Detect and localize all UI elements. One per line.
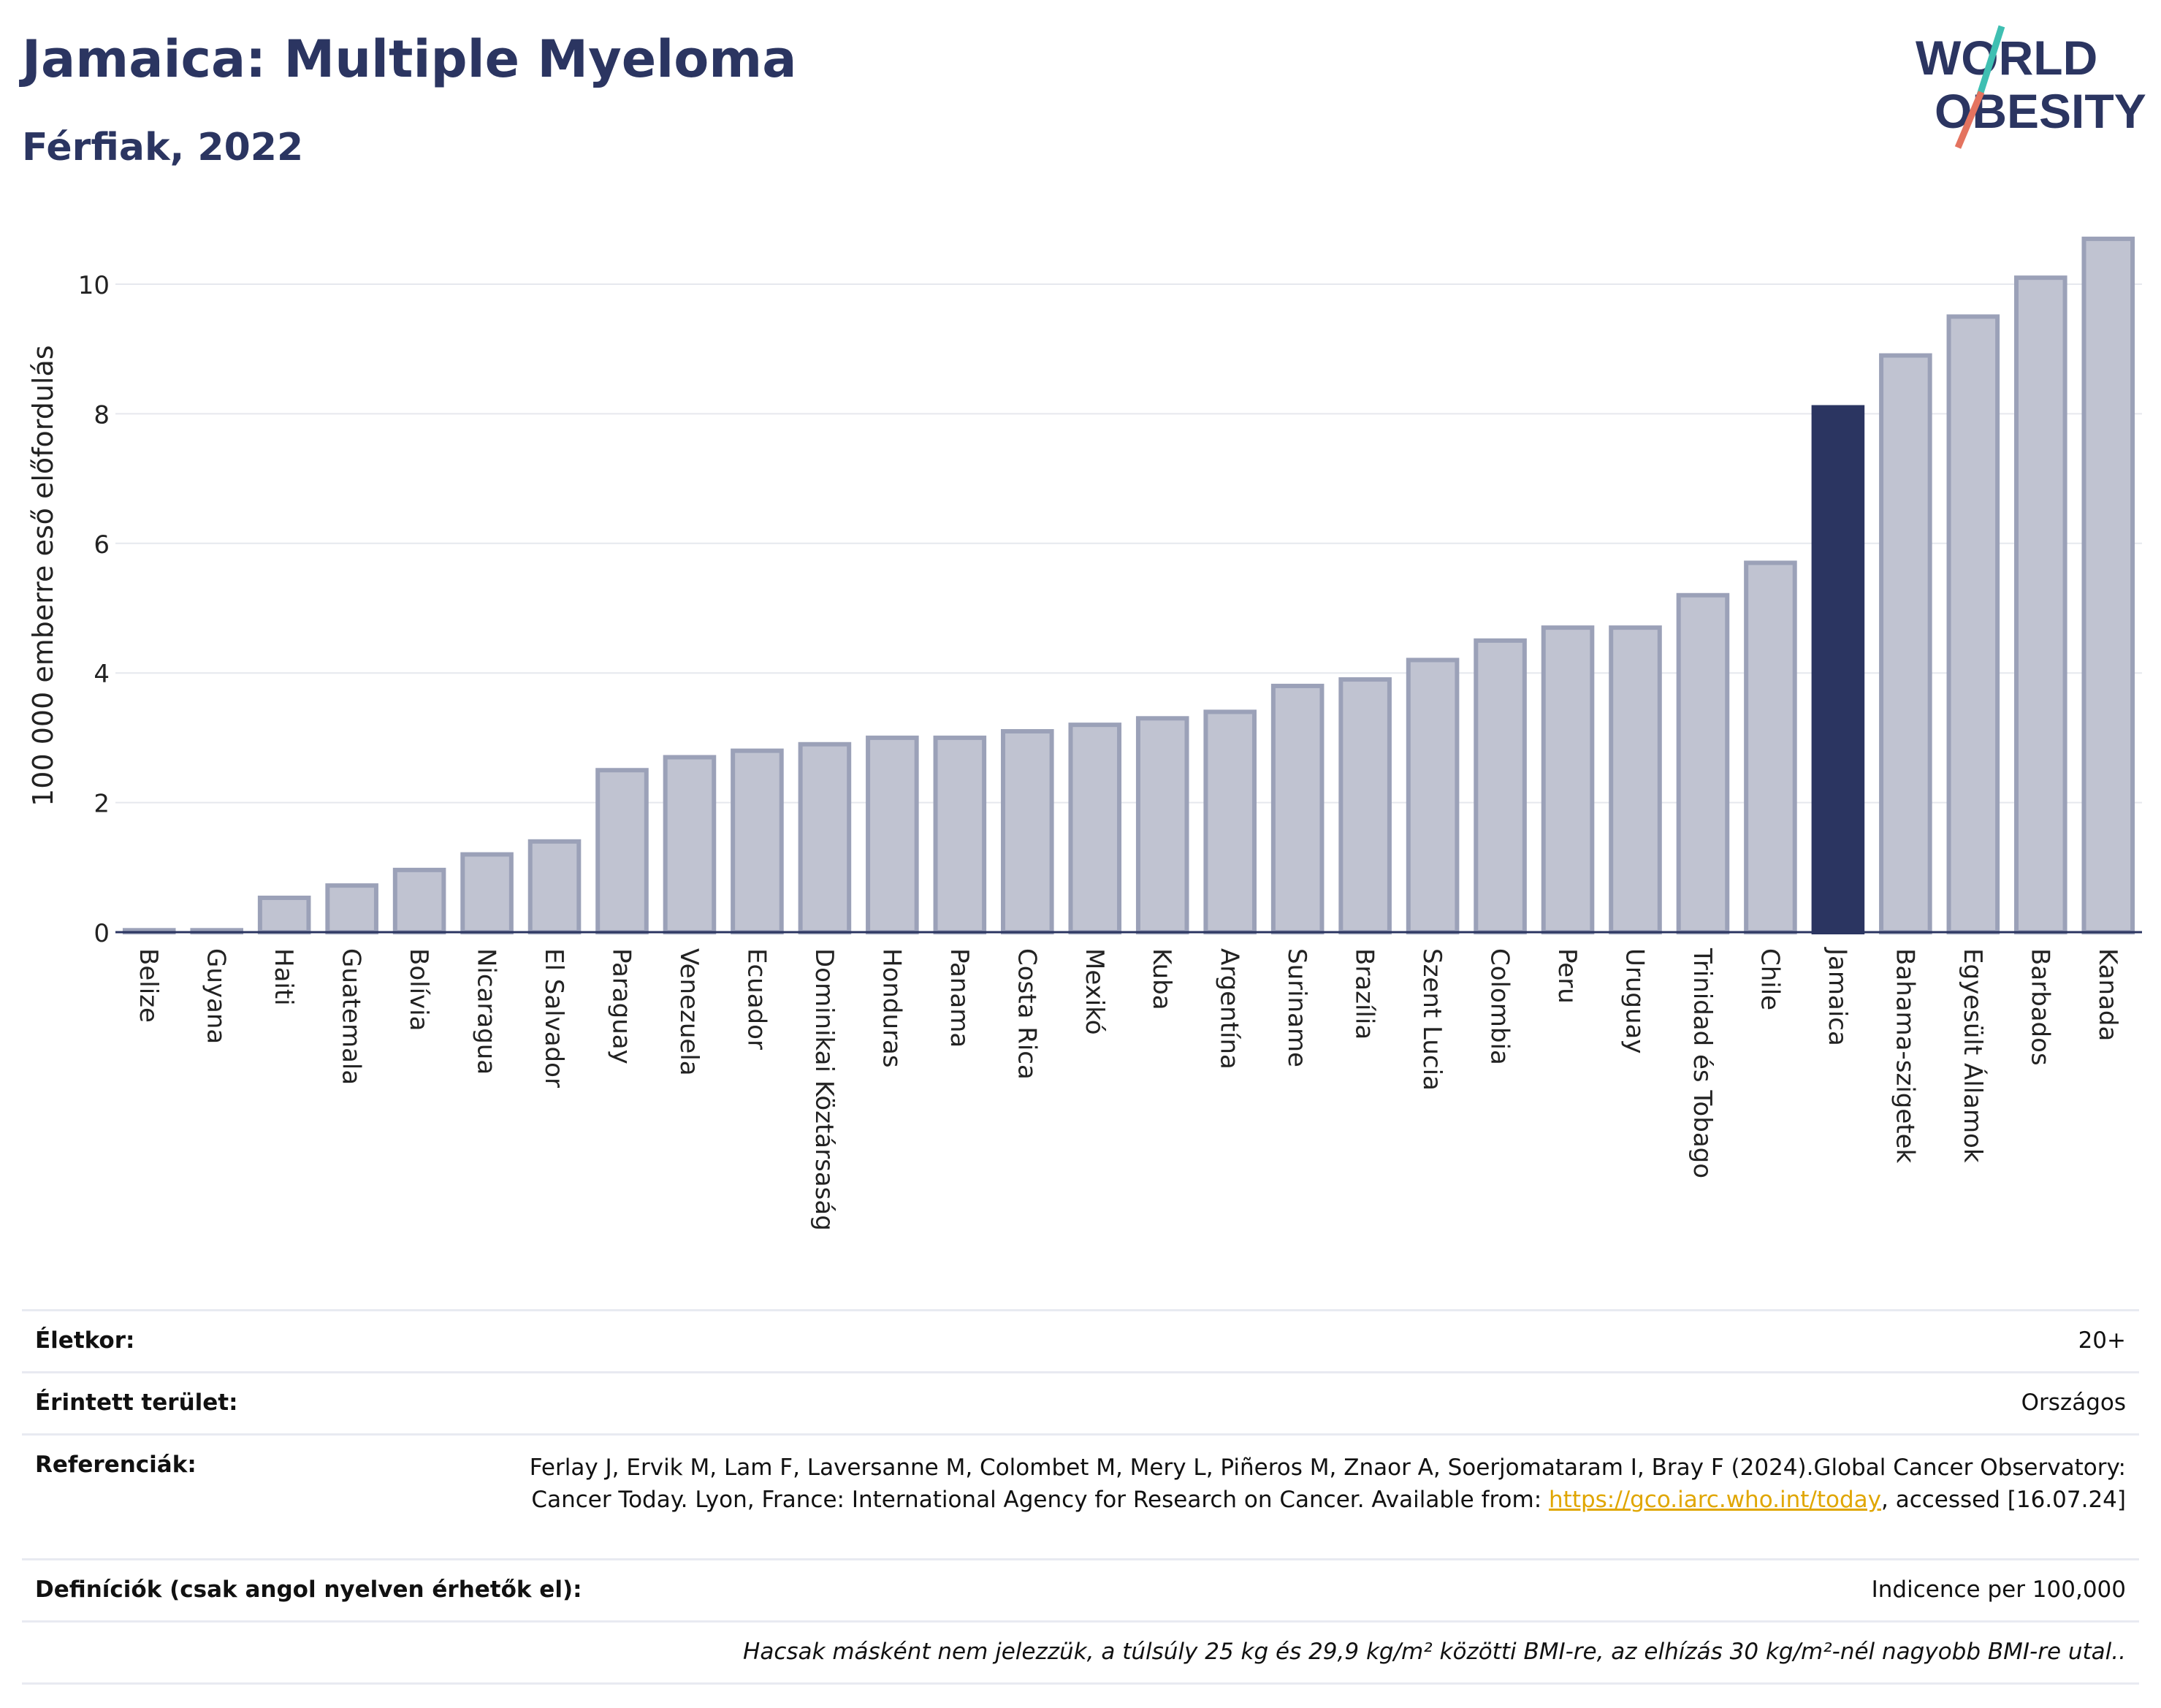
x-tick-label: Haiti (269, 948, 298, 1006)
x-tick-label: Suriname (1282, 948, 1311, 1067)
bar-paraguay (595, 768, 649, 934)
bar-honduras (866, 735, 919, 935)
y-tick-label: 4 (94, 660, 110, 689)
references-link[interactable]: https://gco.iarc.who.int/today (1549, 1487, 1881, 1513)
world-obesity-logo: WORLD OBESITY (1916, 25, 2146, 149)
bar-argentína (1203, 709, 1257, 934)
x-tick-label: Paraguay (607, 948, 636, 1064)
bar-guatemala (325, 883, 378, 934)
x-tick-label: Barbados (2025, 948, 2054, 1066)
references-accessed: , accessed [16.07.24] (1880, 1487, 2126, 1513)
y-tick-label: 10 (78, 271, 110, 300)
references-label: Referenciák: (35, 1452, 197, 1478)
x-tick-label: Guyana (202, 948, 231, 1044)
info-row-definitions: Definíciók (csak angol nyelven érhetők e… (22, 1558, 2139, 1620)
x-tick-label: Argentína (1215, 948, 1244, 1070)
bar-panama (933, 735, 987, 935)
bar-venezuela (663, 755, 717, 935)
bar-brazília (1338, 677, 1392, 934)
bar-kanada (2081, 236, 2135, 935)
info-row-age: Életkor: 20+ (22, 1309, 2139, 1371)
y-tick-labels: 0 2 4 6 8 10 (78, 271, 110, 948)
x-tick-label: Peru (1552, 948, 1582, 1004)
x-tick-label: Szent Lucia (1417, 948, 1447, 1091)
x-tick-label: Dominikai Köztársaság (809, 948, 839, 1231)
bar-dominikai-köztársaság (798, 741, 852, 935)
chart-subtitle: Férfiak, 2022 (22, 126, 304, 169)
y-axis-label: 100 000 emberre eső előfordulás (27, 345, 59, 806)
logo-line1: WORLD (1916, 31, 2097, 85)
x-tick-label: Bahama-szigetek (1890, 948, 1919, 1164)
x-tick-label: Guatemala (337, 948, 366, 1085)
footnote: Hacsak másként nem jelezzük, a túlsúly 2… (743, 1639, 2126, 1665)
bar-peru (1541, 625, 1595, 934)
bar-barbados (2014, 275, 2067, 934)
bar-el-salvador (527, 839, 582, 934)
bars (122, 236, 2135, 935)
x-tick-label: Ecuador (742, 948, 771, 1050)
references-text: Ferlay J, Ervik M, Lam F, Laversanne M, … (529, 1455, 2126, 1513)
x-tick-label: Nicaragua (472, 948, 501, 1075)
bar-colombia (1474, 638, 1527, 934)
bar-bahama-szigetek (1879, 353, 1932, 934)
x-tick-label: Venezuela (674, 948, 704, 1076)
x-tick-label: Colombia (1485, 948, 1514, 1065)
bar-ecuador (731, 748, 784, 935)
definitions-label: Definíciók (csak angol nyelven érhetők e… (35, 1577, 582, 1603)
x-tick-label: Bolívia (404, 948, 433, 1031)
bar-mexikó (1068, 723, 1122, 934)
x-tick-label: Egyesült Államok (1958, 948, 1988, 1163)
bar-haiti (257, 895, 311, 935)
age-value: 20+ (2078, 1327, 2126, 1354)
bar-chart: 0 2 4 6 8 10 Belize Guyana Haiti Guatemala Bolívi… (27, 236, 2142, 1231)
x-tick-label: Brazília (1350, 948, 1379, 1040)
x-tick-label: Panama (945, 948, 974, 1048)
x-tick-label: Trinidad és Tobago (1688, 948, 1717, 1178)
info-row-references: Referenciák: Ferlay J, Ervik M, Lam F, L… (22, 1433, 2139, 1558)
area-label: Érintett terület: (35, 1389, 238, 1416)
x-tick-label: Jamaica (1823, 947, 1852, 1046)
x-tick-label: El Salvador (539, 948, 568, 1088)
y-tick-label: 2 (94, 790, 110, 819)
area-value: Országos (2021, 1389, 2126, 1416)
definitions-value: Indicence per 100,000 (1871, 1577, 2126, 1603)
references-value: Ferlay J, Ervik M, Lam F, Laversanne M, … (519, 1452, 2126, 1516)
chart-title: Jamaica: Multiple Myeloma (22, 29, 797, 89)
bar-uruguay (1609, 625, 1662, 934)
bar-nicaragua (460, 852, 514, 935)
x-tick-label: Chile (1755, 948, 1784, 1010)
grid-lines (115, 283, 2142, 804)
x-tick-label: Kanada (2093, 948, 2122, 1041)
bar-costa-rica (1001, 729, 1054, 935)
info-table: Életkor: 20+ Érintett terület: Országos … (22, 1309, 2139, 1685)
bar-suriname (1270, 683, 1325, 934)
bar-bolívia (392, 867, 446, 935)
info-row-note: Hacsak másként nem jelezzük, a túlsúly 2… (22, 1620, 2139, 1685)
bar-chile (1744, 560, 1797, 934)
bar-szent-lucia (1406, 657, 1460, 935)
logo-slash-top (1976, 25, 2005, 96)
bar-jamaica (1811, 405, 1865, 934)
x-tick-label: Costa Rica (1012, 948, 1041, 1080)
x-tick-label: Uruguay (1620, 948, 1650, 1054)
x-tick-labels: Belize Guyana Haiti Guatemala Bolívia Nicarag… (134, 947, 2122, 1231)
bar-kuba (1135, 716, 1189, 934)
logo-slash-bottom (1954, 91, 1985, 149)
y-tick-label: 0 (94, 919, 110, 948)
x-tick-label: Kuba (1147, 948, 1176, 1010)
age-label: Életkor: (35, 1327, 135, 1354)
y-tick-label: 8 (94, 400, 110, 430)
info-row-area: Érintett terület: Országos (22, 1371, 2139, 1433)
bar-trinidad-és-tobago (1676, 592, 1730, 934)
y-tick-label: 6 (94, 530, 110, 560)
bar-egyesült-államok (1946, 314, 2000, 935)
x-tick-label: Mexikó (1080, 948, 1109, 1035)
x-tick-label: Honduras (877, 948, 906, 1068)
x-tick-label: Belize (134, 948, 163, 1023)
